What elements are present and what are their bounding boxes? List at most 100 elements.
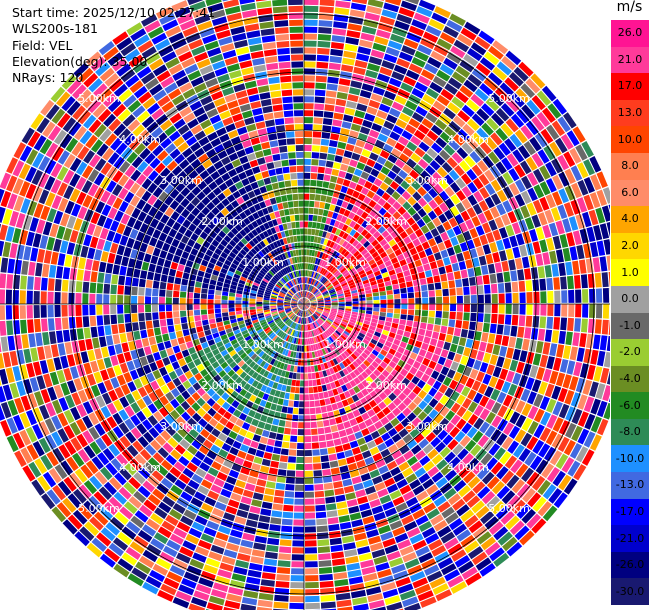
velocity-gate	[25, 149, 39, 165]
velocity-gate	[49, 331, 57, 345]
velocity-gate	[409, 247, 418, 256]
velocity-gate	[239, 388, 248, 397]
velocity-gate	[345, 234, 353, 242]
velocity-gate	[427, 210, 437, 221]
velocity-gate	[411, 180, 421, 191]
velocity-gate	[525, 78, 541, 94]
velocity-gate	[338, 304, 345, 306]
velocity-gate	[304, 249, 307, 256]
velocity-gate	[301, 304, 304, 310]
velocity-gate	[309, 338, 313, 345]
velocity-gate	[422, 357, 431, 367]
velocity-gate	[304, 40, 317, 47]
velocity-gate	[112, 537, 129, 551]
velocity-gate	[401, 514, 415, 526]
velocity-gate	[300, 331, 303, 338]
velocity-gate	[300, 299, 304, 304]
velocity-gate	[340, 436, 349, 444]
velocity-gate	[262, 325, 269, 330]
velocity-gate	[119, 435, 131, 448]
velocity-gate	[263, 309, 270, 313]
velocity-gate	[240, 352, 248, 360]
velocity-gate	[183, 509, 197, 521]
velocity-gate	[25, 426, 38, 443]
velocity-gate	[178, 456, 190, 467]
velocity-gate	[357, 374, 365, 382]
velocity-gate	[273, 367, 280, 375]
velocity-gate	[7, 193, 18, 210]
velocity-gate	[462, 320, 470, 330]
velocity-gate	[403, 450, 414, 461]
velocity-gate	[222, 374, 231, 382]
velocity-gate	[202, 383, 211, 392]
velocity-gate	[457, 33, 473, 47]
velocity-gate	[512, 246, 521, 259]
velocity-gate	[331, 278, 337, 284]
velocity-gate	[317, 34, 332, 41]
velocity-gate	[432, 75, 447, 88]
velocity-gate	[438, 179, 449, 190]
velocity-gate	[304, 172, 311, 179]
velocity-gate	[429, 576, 446, 589]
velocity-gate	[188, 376, 197, 386]
velocity-gate	[117, 285, 124, 295]
velocity-gate	[15, 213, 26, 229]
velocity-gate	[228, 586, 244, 596]
velocity-gate	[416, 218, 426, 228]
velocity-gate	[172, 297, 179, 304]
velocity-gate	[193, 292, 201, 299]
velocity-gate	[508, 182, 520, 196]
velocity-gate	[423, 203, 433, 214]
velocity-gate	[441, 162, 453, 173]
velocity-gate	[348, 576, 364, 585]
velocity-gate	[274, 318, 281, 323]
velocity-gate	[433, 275, 441, 283]
velocity-gate	[404, 0, 420, 5]
velocity-gate	[263, 452, 273, 460]
velocity-gate	[293, 337, 297, 344]
velocity-gate	[562, 345, 572, 360]
velocity-gate	[153, 411, 164, 422]
velocity-gate	[312, 257, 317, 264]
velocity-gate	[218, 272, 226, 279]
velocity-gate	[48, 125, 62, 141]
velocity-gate	[330, 175, 338, 183]
velocity-gate	[390, 466, 401, 477]
velocity-gate	[108, 496, 123, 511]
velocity-gate	[308, 221, 313, 228]
velocity-gate	[475, 505, 490, 519]
velocity-gate	[62, 497, 77, 513]
velocity-gate	[337, 326, 344, 332]
velocity-gate	[423, 502, 437, 514]
velocity-gate	[295, 380, 300, 387]
velocity-gate	[293, 512, 304, 519]
velocity-gate	[285, 318, 290, 324]
velocity-gate	[374, 212, 383, 221]
velocity-gate	[287, 379, 292, 386]
velocity-gate	[103, 481, 117, 496]
velocity-gate	[384, 595, 401, 606]
velocity-gate	[567, 460, 581, 477]
velocity-gate	[301, 304, 304, 310]
velocity-gate	[557, 436, 570, 452]
velocity-gate	[294, 308, 300, 314]
velocity-gate	[377, 442, 387, 452]
velocity-gate	[464, 439, 477, 452]
velocity-gate	[333, 112, 344, 120]
velocity-gate	[316, 61, 329, 69]
velocity-gate	[444, 209, 454, 220]
velocity-gate	[422, 383, 432, 393]
velocity-gate	[344, 390, 351, 399]
velocity-gate	[98, 88, 113, 103]
velocity-gate	[295, 294, 300, 299]
velocity-gate	[59, 240, 69, 254]
velocity-gate	[213, 374, 222, 383]
velocity-gate	[304, 498, 315, 505]
velocity-gate	[304, 301, 310, 304]
velocity-gate	[411, 417, 422, 427]
velocity-gate	[518, 61, 534, 77]
velocity-gate	[209, 323, 217, 329]
velocity-gate	[290, 386, 296, 393]
velocity-gate	[354, 431, 363, 440]
velocity-gate	[148, 170, 159, 182]
